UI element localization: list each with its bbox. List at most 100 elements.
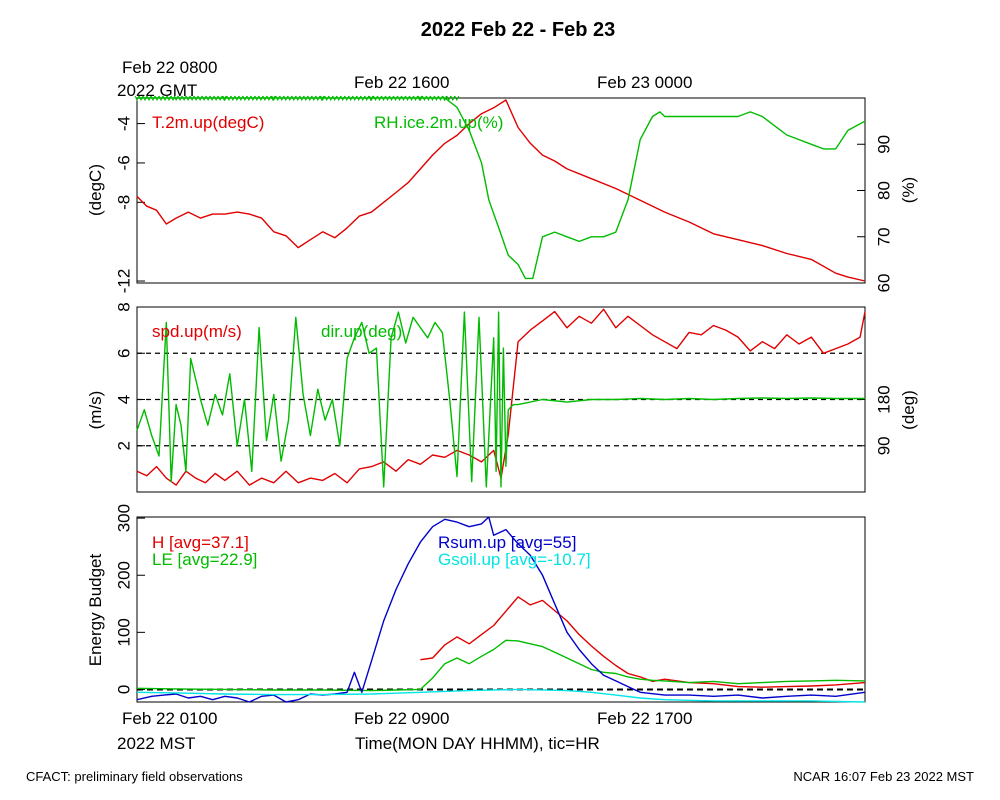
panel-1-left-tick-label-3: -12 — [115, 269, 134, 294]
panel-1-rh-saturation-marker — [340, 95, 346, 102]
footer-right: NCAR 16:07 Feb 23 2022 MST — [793, 769, 974, 784]
panel-1-series-line-1 — [137, 97, 866, 280]
panel-1-ylabel-left: (degC) — [86, 164, 105, 216]
panel-1-rh-saturation-marker — [258, 95, 264, 102]
panel-1-rh-saturation-marker — [283, 95, 289, 102]
panel-1-rh-saturation-marker — [401, 95, 406, 102]
panel-1-rh-saturation-marker — [238, 95, 244, 102]
panel-1-rh-saturation-marker — [209, 95, 215, 102]
panel-1-series-line-0 — [136, 99, 866, 282]
bottom-time-zone-label: 2022 MST — [117, 734, 195, 753]
panel-2-right-tick-label-1: 90 — [874, 436, 893, 455]
panel-1-rh-saturation-marker — [266, 95, 272, 102]
panel-1-rh-saturation-marker — [303, 95, 309, 102]
panel-1-rh-saturation-marker — [162, 95, 168, 102]
x-axis-label: Time(MON DAY HHMM), tic=HR — [355, 734, 600, 753]
panel-1-rh-saturation-marker — [421, 95, 427, 102]
panel-1-rh-saturation-marker — [262, 95, 268, 102]
panel-1-rh-saturation-marker — [201, 95, 207, 102]
panel-1-rh-saturation-marker — [417, 95, 422, 102]
panel-1-rh-saturation-marker — [344, 95, 350, 102]
panel-1-rh-saturation-marker — [315, 95, 321, 102]
panel-3-frame — [136, 516, 866, 703]
panel-1-rh-saturation-marker — [193, 95, 199, 102]
panel-1-rh-saturation-marker — [369, 95, 374, 102]
panel-1-rh-saturation-marker — [213, 95, 219, 102]
panel-1-rh-saturation-marker — [450, 95, 456, 102]
panel-1-rh-saturation-marker — [279, 95, 285, 102]
panel-1-rh-saturation-marker — [146, 95, 152, 102]
panel-1-rh-saturation-marker — [205, 95, 211, 102]
panel-1-rh-saturation-marker — [373, 95, 378, 102]
bottom-time-tick-0: Feb 22 0100 — [122, 709, 217, 728]
panel-1-right-tick-label-2: 70 — [874, 227, 893, 246]
panel-1-right-tick-label-0: 90 — [874, 135, 893, 154]
panel-1-rh-saturation-marker — [138, 95, 144, 102]
panel-2-legend-1: dir.up(deg) — [321, 322, 402, 341]
panel-1-rh-saturation-marker — [222, 95, 228, 102]
panel-1-rh-saturation-marker — [181, 95, 187, 102]
panel-2-ylabel-left: (m/s) — [86, 391, 105, 430]
panel-1-rh-saturation-marker — [166, 95, 172, 102]
panel-3-left-tick-label-3: 0 — [115, 685, 134, 694]
panel-1-left-tick-label-1: -6 — [115, 155, 134, 170]
panel-1-rh-saturation-marker — [446, 95, 452, 102]
bottom-time-tick-1: Feb 22 0900 — [354, 709, 449, 728]
panel-1-rh-saturation-marker — [328, 95, 334, 102]
panel-1-rh-saturation-marker — [291, 95, 297, 102]
panel-1-rh-saturation-marker — [158, 95, 164, 102]
panel-1-rh-saturation-marker — [454, 95, 460, 102]
top-time-zone-label: 2022 GMT — [117, 81, 197, 100]
panel-1-rh-saturation-marker — [332, 95, 338, 102]
panel-1-rh-saturation-marker — [381, 95, 386, 102]
panel-1-rh-saturation-marker — [250, 95, 256, 102]
panel-3-legend-0: H [avg=37.1] — [152, 533, 249, 552]
panel-1-rh-saturation-marker — [185, 95, 191, 102]
top-time-tick-0: Feb 22 0800 — [122, 58, 217, 77]
panel-1-rh-saturation-marker — [409, 95, 414, 102]
panel-1-rh-saturation-marker — [319, 95, 325, 102]
panel-1-rh-saturation-marker — [197, 95, 203, 102]
chart-marks: -4 -6 -8 -12 90 80 70 60 8 6 4 2 180 90 300 200 100 0 T.2m… — [114, 95, 894, 703]
panel-1-rh-saturation-marker — [150, 95, 156, 102]
panel-3-legend-3: Gsoil.up [avg=-10.7] — [438, 550, 591, 569]
panel-3-series-line-1 — [136, 639, 866, 692]
panel-2-series-line-1 — [136, 311, 865, 488]
panel-1-rh-saturation-marker — [356, 95, 362, 102]
panel-1-rh-saturation-marker — [393, 95, 398, 102]
panel-1-rh-saturation-marker — [221, 95, 227, 102]
panel-1-rh-saturation-marker — [271, 95, 277, 102]
panel-3-series-line-3 — [136, 688, 866, 703]
panel-3-series-line-0 — [420, 596, 866, 688]
panel-1-rh-saturation-marker — [226, 95, 232, 102]
panel-1-rh-saturation-marker — [352, 95, 358, 102]
panel-3-left-tick-label-2: 100 — [115, 618, 134, 646]
panel-1-rh-saturation-marker — [134, 95, 140, 102]
panel-2-right-tick-label-0: 180 — [875, 385, 894, 413]
panel-1-rh-saturation-marker — [397, 95, 402, 102]
panel-1-rh-saturation-marker — [270, 95, 276, 102]
top-time-tick-2: Feb 23 0000 — [597, 73, 692, 92]
panel-1-rh-saturation-marker — [254, 95, 260, 102]
panel-1-rh-saturation-marker — [242, 95, 248, 102]
panel-1-rh-saturation-marker — [177, 95, 183, 102]
panel-1-rh-saturation-marker — [425, 95, 431, 102]
panel-2-left-tick-label-2: 4 — [115, 395, 134, 404]
panel-1-rh-saturation-marker — [299, 95, 305, 102]
panel-1-rh-saturation-marker — [275, 95, 281, 102]
panel-1-rh-saturation-marker — [433, 95, 439, 102]
panel-1-rh-saturation-marker — [154, 95, 160, 102]
panel-3-legend-2: Rsum.up [avg=55] — [438, 533, 576, 552]
panel-1-rh-saturation-marker — [234, 95, 240, 102]
panel-2-ylabel-right: (deg) — [899, 390, 918, 430]
panel-1-left-tick-label-2: -8 — [115, 195, 134, 210]
panel-1-rh-saturation-marker — [324, 95, 330, 102]
panel-1-rh-saturation-marker — [336, 95, 342, 102]
panel-1-legend-0: T.2m.up(degC) — [152, 113, 264, 132]
panel-1-rh-saturation-marker — [230, 95, 236, 102]
panel-1-rh-saturation-marker — [173, 95, 179, 102]
panel-1-right-tick-label-1: 80 — [875, 181, 894, 200]
panel-1-rh-saturation-marker — [413, 95, 418, 102]
bottom-time-tick-2: Feb 22 1700 — [597, 709, 692, 728]
